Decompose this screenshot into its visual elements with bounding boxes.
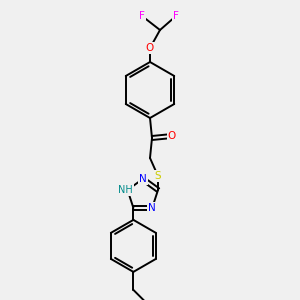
Text: O: O	[168, 131, 176, 141]
Text: N: N	[148, 203, 156, 213]
Text: F: F	[173, 11, 179, 21]
Text: NH: NH	[118, 185, 133, 195]
Text: F: F	[139, 11, 145, 21]
Text: O: O	[146, 43, 154, 53]
Text: N: N	[139, 174, 147, 184]
Text: S: S	[155, 171, 161, 181]
